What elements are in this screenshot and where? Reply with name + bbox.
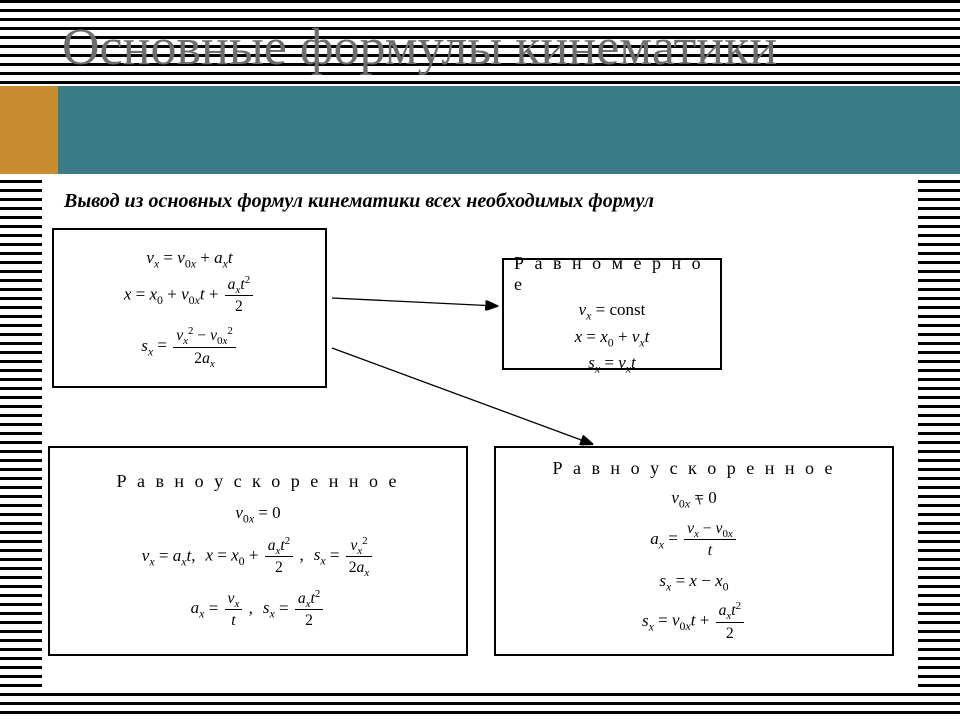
eq-s: sx = vx2 − v0x2 2ax (141, 325, 238, 368)
eq-uniform-s: sx = vxt (588, 352, 636, 375)
heading-uniform: Р а в н о м е р н о е (514, 253, 710, 295)
subtitle: Вывод из основных формул кинематики всех… (64, 190, 898, 213)
eq-x: x = x0 + v0xt + axt22 (124, 274, 255, 317)
title-accent (0, 86, 58, 174)
row2-accel-zero: ax = vxt , sx = axt22 (191, 588, 326, 631)
box-accel-zero: Р а в н о у с к о р е н н о е v0x = 0 vx… (48, 446, 468, 656)
content-panel: Вывод из основных формул кинематики всех… (42, 178, 918, 690)
eq-uniform-x: x = x0 + vxt (575, 326, 650, 349)
row1-accel-zero: vx = axt, x = x0 + axt22 , sx = vx22ax (142, 535, 374, 578)
box-uniform: Р а в н о м е р н о е vx = const x = x0 … (502, 258, 722, 370)
eq-d-sx2: sx = v0xt + axt22 (642, 600, 746, 643)
box-base-formulas: vx = v0x + axt x = x0 + v0xt + axt22 sx … (52, 228, 327, 388)
cond-accel-nonzero: v0x = 0 (671, 487, 716, 510)
page-title: Основные формулы кинематики (62, 14, 777, 82)
heading-accel-zero: Р а в н о у с к о р е н н о е (116, 471, 399, 492)
eq-d-ax: ax = vx − v0xt (650, 518, 738, 561)
eq-v: vx = v0x + axt (146, 247, 232, 270)
cond-accel-zero: v0x = 0 (235, 502, 280, 525)
box-accel-nonzero: Р а в н о у с к о р е н н о е v0x = 0 ax… (494, 446, 894, 656)
heading-accel-nonzero: Р а в н о у с к о р е н н о е (552, 458, 835, 479)
eq-uniform-v: vx = const (579, 299, 646, 322)
eq-d-sx1: sx = x − x0 (659, 570, 728, 593)
title-banner (0, 86, 960, 174)
